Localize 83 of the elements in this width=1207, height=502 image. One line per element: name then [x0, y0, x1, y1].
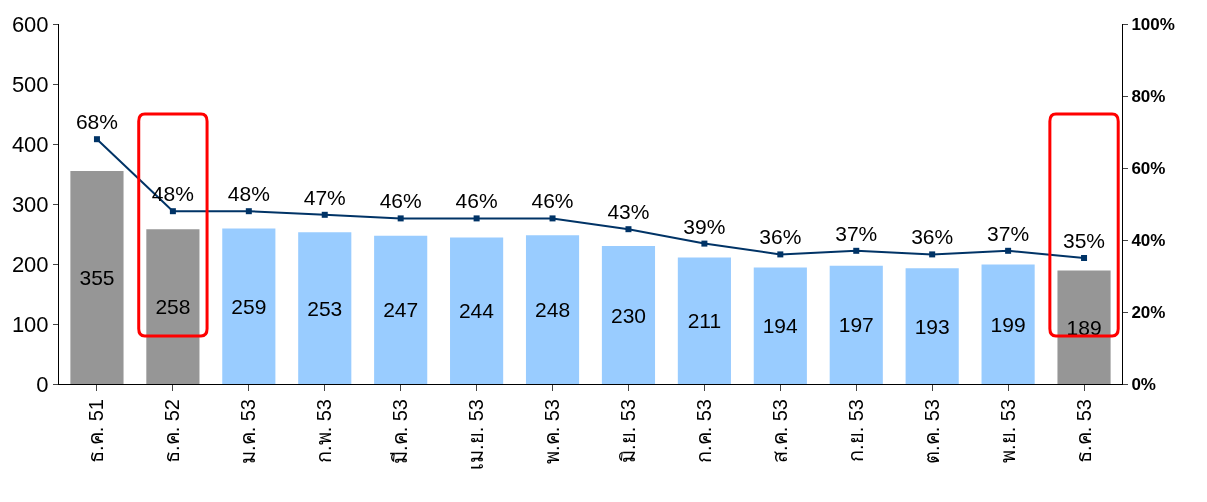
point [625, 226, 632, 233]
y2-tick-label: 0% [1131, 374, 1156, 394]
data-label: 355 [79, 266, 115, 289]
point [93, 136, 100, 143]
data-label: 36% [759, 225, 802, 249]
data-label: 47% [303, 185, 346, 209]
data-label: 259 [231, 294, 267, 318]
data-label: 37% [987, 221, 1030, 245]
x-tick-label: ก.ย. 53 [844, 399, 867, 462]
data-label: 46% [379, 189, 422, 213]
data-label: 39% [683, 214, 726, 238]
point [473, 215, 480, 222]
point [245, 208, 252, 215]
y2-tick-label: 80% [1131, 86, 1166, 106]
point [549, 215, 556, 222]
bar [450, 237, 504, 384]
y-tick-label: 300 [11, 191, 49, 217]
y2-tick-label: 40% [1131, 230, 1166, 250]
point [397, 215, 404, 222]
bar [146, 229, 200, 384]
x-tick-label: ธ.ค. 52 [161, 399, 184, 463]
point [929, 251, 936, 258]
data-label: 199 [990, 312, 1026, 336]
data-label: 244 [458, 299, 495, 323]
data-label: 211 [687, 309, 722, 333]
y2-tick-label: 20% [1131, 302, 1166, 322]
data-label: 194 [762, 314, 798, 338]
bar [70, 171, 124, 384]
bar [829, 265, 883, 384]
point [853, 247, 860, 254]
data-label: 189 [1066, 315, 1102, 339]
bar [981, 264, 1035, 384]
x-tick-label: พ.ย. 53 [996, 399, 1019, 463]
data-label: 37% [835, 221, 878, 245]
y-tick-label: 0 [36, 371, 49, 397]
data-label: 193 [914, 314, 950, 338]
bar [1057, 270, 1111, 384]
data-label: 36% [911, 225, 954, 249]
x-tick-label: พ.ค. 53 [541, 399, 564, 464]
point [169, 208, 176, 215]
bar [677, 257, 731, 384]
data-label: 46% [455, 189, 498, 213]
y-tick-label: 400 [11, 131, 49, 157]
data-label: 230 [610, 303, 646, 327]
x-tick-label: ส.ค. 53 [768, 399, 791, 463]
data-label: 48% [151, 182, 194, 206]
y-tick-label: 500 [11, 71, 49, 97]
data-label: 46% [531, 189, 574, 213]
point [1005, 247, 1012, 254]
data-label: 248 [535, 298, 571, 322]
x-tick-label: ธ.ค. 51 [85, 399, 108, 463]
data-label: 48% [227, 182, 270, 206]
y2-tick-label: 100% [1131, 14, 1175, 34]
x-tick-label: ก.พ. 53 [313, 399, 336, 463]
x-tick-label: ต.ค. 53 [920, 399, 943, 464]
bar [753, 267, 807, 384]
data-label: 197 [838, 313, 874, 337]
point [777, 251, 784, 258]
data-label: 68% [75, 110, 118, 134]
data-label: 43% [607, 200, 650, 224]
y2-tick-label: 60% [1131, 158, 1166, 178]
data-label: 35% [1063, 229, 1106, 252]
point [1081, 255, 1088, 261]
bar [601, 246, 656, 384]
bar [374, 235, 428, 384]
data-label: 253 [307, 296, 343, 320]
bar [525, 235, 580, 384]
x-tick-label: เม.ย. 53 [465, 399, 488, 470]
x-tick-label: ม.ค. 53 [237, 399, 260, 464]
bar [905, 268, 959, 384]
point [701, 240, 708, 247]
point [321, 211, 328, 218]
bar [298, 232, 352, 384]
data-label: 247 [383, 298, 419, 322]
bar [222, 228, 276, 384]
y-tick-label: 200 [11, 251, 49, 277]
x-tick-label: ก.ค. 53 [692, 399, 715, 463]
x-tick-label: มี.ค. 53 [389, 399, 412, 464]
y-tick-label: 100 [11, 311, 49, 337]
x-tick-label: มิ.ย. 53 [616, 399, 639, 463]
x-tick-label: ธ.ค. 53 [1072, 399, 1095, 463]
y-tick-label: 600 [11, 11, 49, 37]
data-label: 258 [155, 295, 191, 319]
